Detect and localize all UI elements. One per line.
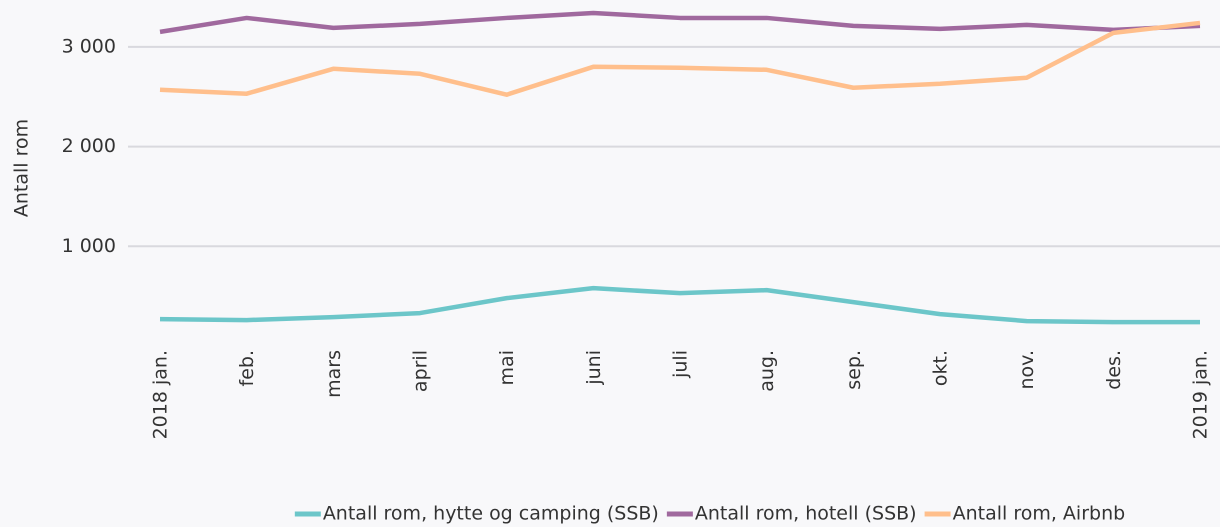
- x-tick-label: juni: [583, 350, 605, 386]
- y-tick-label: 3 000: [62, 35, 116, 57]
- legend-label: Antall rom, hotell (SSB): [695, 503, 917, 525]
- x-tick-label: april: [410, 350, 432, 392]
- y-tick-label: 2 000: [62, 135, 116, 157]
- y-axis-label: Antall rom: [11, 119, 33, 217]
- x-tick-label: 2018 jan.: [150, 350, 172, 439]
- x-tick-label: feb.: [236, 350, 258, 386]
- series-line: [159, 10, 1201, 35]
- x-tick-label: 2019 jan.: [1190, 350, 1212, 439]
- series-line: [159, 20, 1201, 97]
- x-tick-label: aug.: [756, 350, 778, 392]
- x-tick-label: mars: [323, 350, 345, 398]
- series-line: [159, 285, 1200, 325]
- x-tick-label: nov.: [1016, 350, 1038, 389]
- legend-label: Antall rom, Airbnb: [953, 503, 1126, 525]
- x-tick-label: okt.: [930, 350, 952, 386]
- legend: Antall rom, hytte og camping (SSB) Antall…: [294, 503, 1126, 525]
- x-tick-label: mai: [496, 350, 518, 385]
- y-tick-label: 1 000: [62, 235, 116, 257]
- legend-label: Antall rom, hytte og camping (SSB): [323, 503, 659, 525]
- x-tick-label: des.: [1103, 350, 1125, 390]
- x-tick-label: sep.: [843, 350, 865, 390]
- x-tick-label: juli: [670, 350, 692, 379]
